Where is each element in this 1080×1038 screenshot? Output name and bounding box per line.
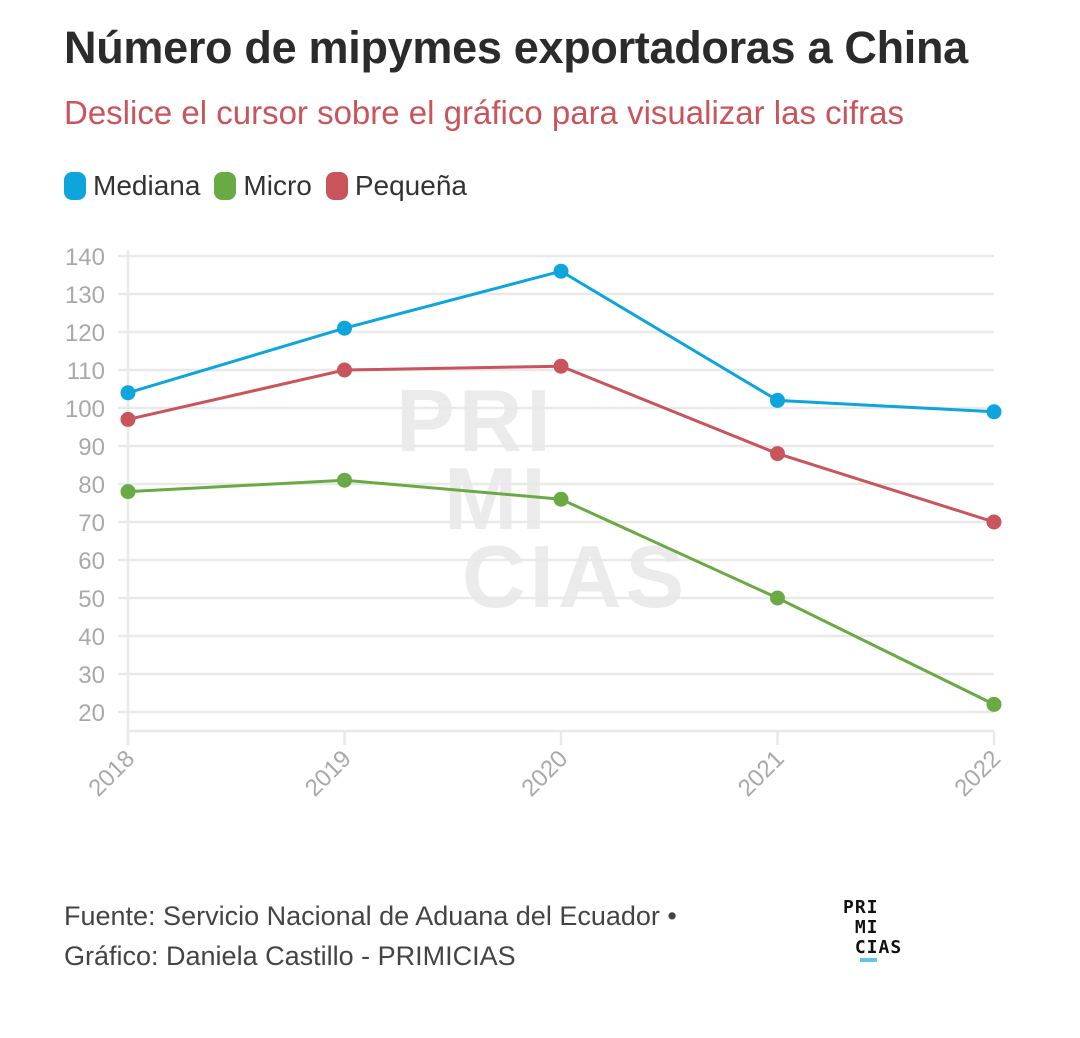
watermark-line: MI	[444, 449, 550, 548]
y-tick-label: 20	[78, 700, 105, 727]
y-tick-label: 100	[65, 396, 105, 423]
y-tick-label: 40	[78, 624, 105, 651]
legend-swatch-micro	[214, 172, 237, 200]
logo-line: CIAS	[843, 937, 903, 958]
credit-text: Gráfico: Daniela Castillo - PRIMICIAS	[64, 941, 516, 971]
data-point-micro[interactable]: Micro 2019: 81	[337, 472, 352, 488]
x-tick-label: 2020	[516, 745, 573, 802]
data-point-pequena[interactable]: Pequeña 2021: 88	[770, 446, 785, 462]
y-tick-label: 140	[65, 244, 105, 271]
logo-accent-bar	[860, 958, 877, 962]
legend: Mediana Micro Pequeña	[64, 170, 481, 202]
data-point-micro[interactable]: Micro 2022: 22	[986, 696, 1002, 712]
footer: Fuente: Servicio Nacional de Aduana del …	[64, 896, 677, 976]
legend-label: Pequeña	[354, 170, 467, 201]
y-tick-label: 30	[78, 662, 105, 689]
line-chart[interactable]: 20 30 40 50 60 70 80 90 100 110 120 130 140 2018 2019 2…	[0, 0, 1080, 860]
data-point-micro[interactable]: Micro 2020: 76	[553, 491, 569, 507]
legend-item-pequena[interactable]: Pequeña	[325, 170, 467, 202]
data-point-pequena[interactable]: Pequeña 2019: 110	[337, 362, 352, 378]
data-point-pequena[interactable]: Pequeña 2018: 97	[120, 411, 136, 427]
y-tick-label: 130	[65, 282, 105, 309]
x-tick-label: 2018	[83, 745, 140, 802]
x-tick-label: 2021	[733, 745, 790, 802]
data-point-micro[interactable]: Micro 2018: 78	[120, 484, 136, 500]
data-point-mediana[interactable]: Mediana 2022: 99	[986, 404, 1002, 420]
y-tick-label: 120	[65, 320, 105, 347]
legend-item-micro[interactable]: Micro	[214, 170, 312, 202]
primicias-logo: PRI MI CIAS	[843, 898, 902, 958]
legend-swatch-pequena	[325, 172, 348, 200]
legend-label: Mediana	[93, 170, 201, 201]
data-point-micro[interactable]: Micro 2021: 50	[770, 590, 785, 606]
legend-item-mediana[interactable]: Mediana	[64, 170, 200, 202]
data-point-pequena[interactable]: Pequeña 2022: 70	[986, 514, 1002, 530]
chart-title: Número de mipymes exportadoras a China	[64, 22, 968, 73]
y-tick-label: 70	[78, 510, 105, 537]
logo-line: MI	[843, 917, 879, 938]
y-tick-label: 90	[78, 434, 105, 461]
y-tick-label: 60	[78, 548, 105, 575]
series-line-micro	[127, 478, 995, 706]
watermark-line: CIAS	[462, 527, 689, 626]
y-tick-label: 110	[67, 358, 105, 385]
source-text: Fuente: Servicio Nacional de Aduana del …	[64, 901, 677, 931]
data-point-mediana[interactable]: Mediana 2021: 102	[770, 392, 785, 408]
y-tick-label: 50	[78, 586, 105, 613]
y-tick-label: 80	[78, 472, 105, 499]
logo-line: PRI	[843, 897, 879, 918]
data-point-mediana[interactable]: Mediana 2020: 136	[553, 263, 569, 279]
x-tick-label: 2022	[949, 745, 1006, 802]
x-tick-label: 2019	[300, 745, 357, 802]
data-point-mediana[interactable]: Mediana 2019: 121	[337, 320, 352, 336]
watermark-line: PRI	[396, 371, 555, 470]
legend-label: Micro	[243, 170, 312, 201]
data-point-mediana[interactable]: Mediana 2018: 104	[120, 385, 136, 401]
watermark-logo: PRI MI CIAS	[396, 371, 689, 626]
legend-swatch-mediana	[64, 172, 86, 200]
data-point-pequena[interactable]: Pequeña 2020: 111	[553, 358, 569, 374]
chart-subtitle: Deslice el cursor sobre el gráfico para …	[64, 94, 904, 131]
